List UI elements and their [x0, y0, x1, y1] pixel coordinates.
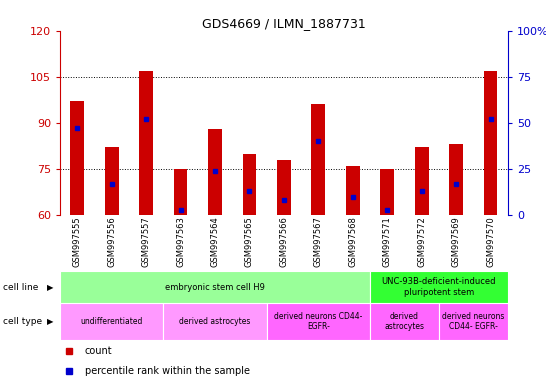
Bar [105, 147, 118, 215]
Bar [346, 166, 360, 215]
Text: count: count [85, 346, 112, 356]
Bar [242, 154, 257, 215]
Bar [277, 160, 291, 215]
Bar [449, 144, 463, 215]
Text: embryonic stem cell H9: embryonic stem cell H9 [165, 283, 265, 291]
Bar [60, 271, 370, 303]
Text: cell type: cell type [3, 317, 42, 326]
Text: ▶: ▶ [47, 317, 54, 326]
Text: undifferentiated: undifferentiated [80, 317, 143, 326]
Text: percentile rank within the sample: percentile rank within the sample [85, 366, 250, 376]
Bar [370, 303, 439, 340]
Text: derived astrocytes: derived astrocytes [179, 317, 251, 326]
Text: derived neurons
CD44- EGFR-: derived neurons CD44- EGFR- [442, 312, 505, 331]
Bar [415, 147, 429, 215]
Text: UNC-93B-deficient-induced
pluripotent stem: UNC-93B-deficient-induced pluripotent st… [382, 277, 496, 297]
Bar [139, 71, 153, 215]
Text: ▶: ▶ [47, 283, 54, 291]
Bar [266, 303, 370, 340]
Bar [370, 271, 508, 303]
Bar [439, 303, 508, 340]
Bar [174, 169, 187, 215]
Bar [311, 104, 325, 215]
Text: derived
astrocytes: derived astrocytes [384, 312, 424, 331]
Text: derived neurons CD44-
EGFR-: derived neurons CD44- EGFR- [274, 312, 363, 331]
Text: cell line: cell line [3, 283, 38, 291]
Bar [70, 101, 84, 215]
Bar [484, 71, 497, 215]
Bar [60, 303, 163, 340]
Bar [163, 303, 266, 340]
Title: GDS4669 / ILMN_1887731: GDS4669 / ILMN_1887731 [202, 17, 366, 30]
Bar [208, 129, 222, 215]
Bar [381, 169, 394, 215]
